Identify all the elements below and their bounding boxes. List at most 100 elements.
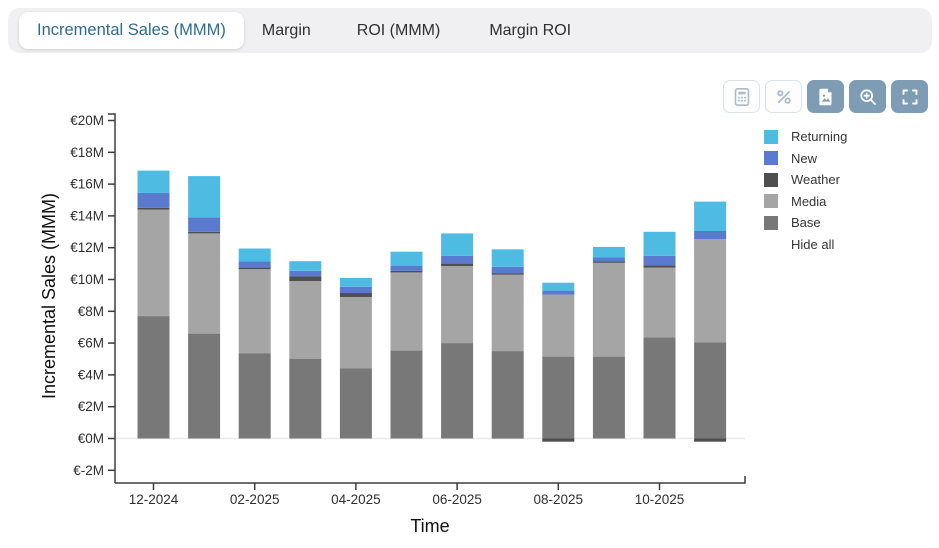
y-tick-label: €18M xyxy=(70,145,104,160)
zoom-in-button[interactable] xyxy=(849,80,886,113)
legend-item-hide-all[interactable]: Hide all xyxy=(764,234,847,256)
legend-item-media[interactable]: Media xyxy=(764,191,847,213)
bar-07-2025-new[interactable] xyxy=(491,266,524,274)
bar-04-2025-base[interactable] xyxy=(339,368,372,439)
tab-roi[interactable]: ROI (MMM) xyxy=(356,21,441,39)
bar-08-2025-new[interactable] xyxy=(542,290,575,295)
bar-05-2025-returning[interactable] xyxy=(390,251,423,266)
bar-08-2025-returning[interactable] xyxy=(542,282,575,291)
fullscreen-button[interactable] xyxy=(891,80,928,113)
bar-01-2025-returning[interactable] xyxy=(188,176,221,218)
y-tick-label: €12M xyxy=(70,240,104,255)
export-image-icon xyxy=(816,87,836,107)
y-tick-label: €8M xyxy=(78,304,104,319)
bar-05-2025-media[interactable] xyxy=(390,272,423,351)
bar-02-2025-weather[interactable] xyxy=(238,267,271,270)
bar-11-2025-weather[interactable] xyxy=(694,438,727,442)
legend-swatch xyxy=(764,194,778,209)
bar-04-2025-weather[interactable] xyxy=(339,293,372,297)
bar-09-2025-base[interactable] xyxy=(592,356,625,439)
y-tick-label: €10M xyxy=(70,272,104,287)
bar-09-2025-new[interactable] xyxy=(592,257,625,262)
bar-11-2025-media[interactable] xyxy=(694,239,727,343)
tab-incremental-sales[interactable]: Incremental Sales (MMM) xyxy=(19,12,244,49)
legend-swatch xyxy=(764,215,778,230)
bar-09-2025-weather[interactable] xyxy=(592,261,625,263)
bar-05-2025-weather[interactable] xyxy=(390,270,423,273)
legend-swatch xyxy=(764,172,778,187)
bar-04-2025-media[interactable] xyxy=(339,297,372,369)
legend-item-weather[interactable]: Weather xyxy=(764,169,847,191)
bar-12-2024-weather[interactable] xyxy=(137,207,170,210)
bar-12-2024-new[interactable] xyxy=(137,192,170,208)
bar-12-2024-base[interactable] xyxy=(137,316,170,439)
bar-05-2025-new[interactable] xyxy=(390,266,423,271)
y-tick-label: €0M xyxy=(78,431,104,446)
bar-08-2025-weather[interactable] xyxy=(542,438,575,442)
bar-06-2025-media[interactable] xyxy=(441,266,474,344)
bar-12-2024-returning[interactable] xyxy=(137,170,170,193)
bar-03-2025-media[interactable] xyxy=(289,281,322,359)
bar-06-2025-weather[interactable] xyxy=(441,263,474,266)
x-axis-title: Time xyxy=(410,516,449,536)
chart-legend: Returning New Weather Media Base Hide all xyxy=(764,126,847,255)
bar-01-2025-media[interactable] xyxy=(188,233,221,334)
bar-07-2025-base[interactable] xyxy=(491,351,524,439)
bar-09-2025-returning[interactable] xyxy=(592,246,625,258)
legend-label: Returning xyxy=(791,129,848,145)
bar-02-2025-returning[interactable] xyxy=(238,248,271,262)
calculator-button[interactable] xyxy=(723,80,760,113)
bar-10-2025-base[interactable] xyxy=(643,337,676,439)
bar-10-2025-media[interactable] xyxy=(643,267,676,338)
bar-07-2025-media[interactable] xyxy=(491,274,524,351)
chart-toolbar xyxy=(723,80,928,113)
legend-item-new[interactable]: New xyxy=(764,148,847,170)
bar-07-2025-returning[interactable] xyxy=(491,249,524,267)
y-tick-label: €4M xyxy=(78,367,104,382)
bar-03-2025-weather[interactable] xyxy=(289,276,322,282)
bar-06-2025-returning[interactable] xyxy=(441,233,474,256)
tab-margin[interactable]: Margin xyxy=(261,21,311,39)
bar-08-2025-media[interactable] xyxy=(542,294,575,357)
legend-swatch xyxy=(764,129,778,144)
y-tick-label: €6M xyxy=(78,336,104,351)
x-tick-label: 04-2025 xyxy=(331,492,381,507)
bar-03-2025-new[interactable] xyxy=(289,270,322,277)
bar-11-2025-new[interactable] xyxy=(694,231,727,239)
legend-label: Media xyxy=(791,193,827,209)
bar-01-2025-base[interactable] xyxy=(188,333,221,439)
y-axis-title: Incremental Sales (MMM) xyxy=(39,193,59,399)
bar-10-2025-returning[interactable] xyxy=(643,231,676,256)
bar-02-2025-media[interactable] xyxy=(238,269,271,354)
bar-11-2025-returning[interactable] xyxy=(694,201,727,231)
bar-10-2025-weather[interactable] xyxy=(643,265,676,268)
zoom-in-icon xyxy=(858,87,878,107)
bar-03-2025-base[interactable] xyxy=(289,359,322,439)
bar-02-2025-base[interactable] xyxy=(238,353,271,439)
bar-07-2025-weather[interactable] xyxy=(491,273,524,275)
bar-03-2025-returning[interactable] xyxy=(289,261,322,271)
bar-05-2025-base[interactable] xyxy=(390,350,423,439)
bar-11-2025-base[interactable] xyxy=(694,342,727,439)
legend-label: New xyxy=(791,150,818,166)
bar-01-2025-weather[interactable] xyxy=(188,231,221,234)
export-image-button[interactable] xyxy=(807,80,844,113)
bar-10-2025-new[interactable] xyxy=(643,255,676,266)
bar-06-2025-base[interactable] xyxy=(441,343,474,439)
bar-12-2024-media[interactable] xyxy=(137,209,170,317)
bar-08-2025-base[interactable] xyxy=(542,356,575,439)
legend-item-returning[interactable]: Returning xyxy=(764,126,847,148)
bar-04-2025-returning[interactable] xyxy=(339,277,372,287)
bar-06-2025-new[interactable] xyxy=(441,255,474,264)
x-tick-label: 12-2024 xyxy=(129,492,179,507)
percent-button[interactable] xyxy=(765,80,802,113)
tab-margin-roi[interactable]: Margin ROI xyxy=(489,21,572,39)
bar-04-2025-new[interactable] xyxy=(339,286,372,294)
legend-item-base[interactable]: Base xyxy=(764,212,847,234)
bar-09-2025-media[interactable] xyxy=(592,262,625,357)
bar-02-2025-new[interactable] xyxy=(238,261,271,268)
y-tick-label: €20M xyxy=(70,113,104,128)
fullscreen-icon xyxy=(900,87,920,107)
bar-01-2025-new[interactable] xyxy=(188,217,221,232)
